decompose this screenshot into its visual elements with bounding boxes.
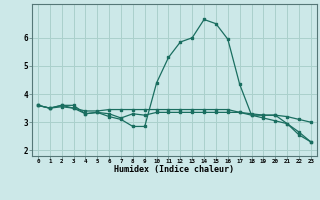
X-axis label: Humidex (Indice chaleur): Humidex (Indice chaleur)	[115, 165, 234, 174]
